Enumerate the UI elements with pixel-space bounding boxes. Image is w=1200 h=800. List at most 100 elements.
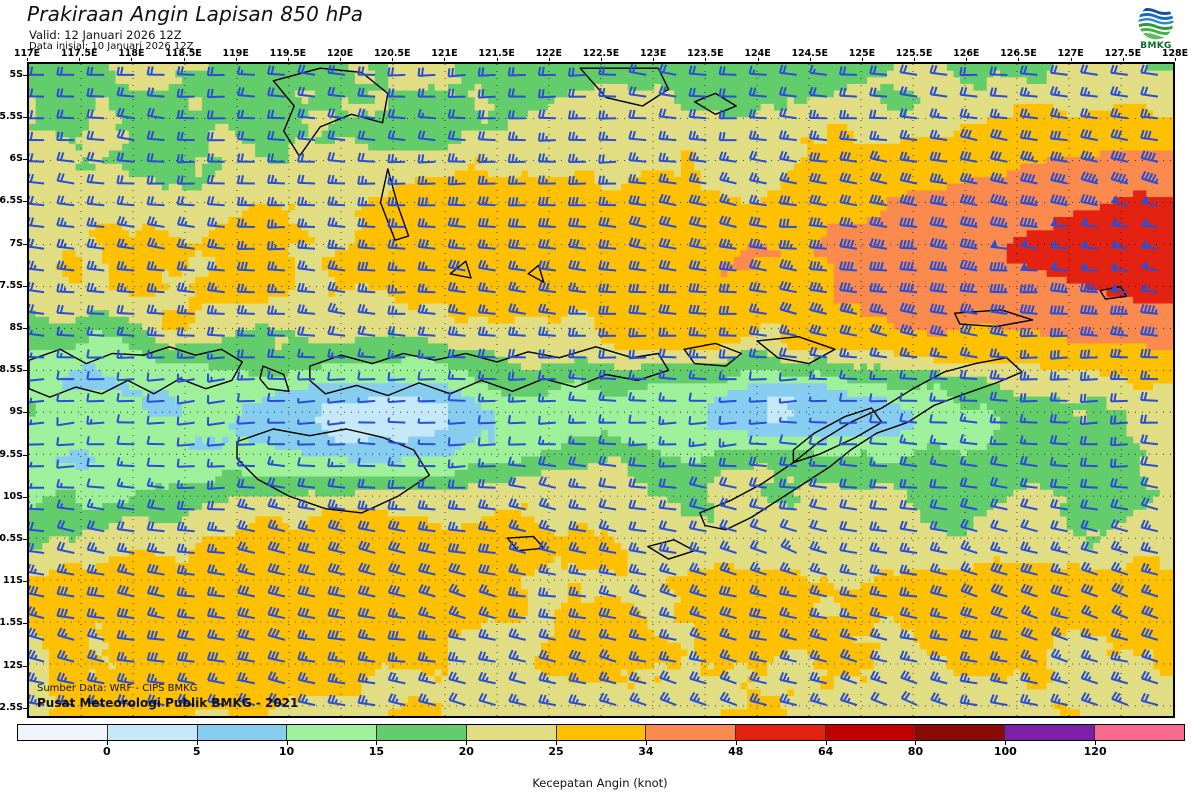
x-axis-tick-mark — [809, 58, 811, 61]
x-axis-tick-label: 125E — [849, 48, 875, 59]
x-axis-tick-mark — [183, 58, 185, 61]
y-axis-tick-mark — [23, 707, 27, 709]
x-axis-tick-mark — [653, 58, 655, 61]
x-axis-tick-mark — [235, 58, 237, 61]
x-axis-tick-label: 124.5E — [791, 48, 828, 59]
x-axis-tick-mark — [705, 58, 707, 61]
x-axis-tick-label: 119.5E — [270, 48, 307, 59]
colorbar-segment — [825, 725, 916, 740]
y-axis-tick-label: 12S — [3, 660, 23, 671]
y-axis-tick-mark — [23, 539, 27, 540]
y-axis-tick-label: 10S — [3, 491, 23, 502]
x-axis-tick-mark — [444, 58, 446, 61]
bmkg-logo-icon — [1137, 3, 1175, 41]
colorbar-tick-mark — [196, 741, 198, 745]
y-axis-tick-label: 8S — [10, 322, 23, 333]
wind-barbs — [29, 64, 1159, 707]
colorbar-tick-mark — [1005, 741, 1007, 745]
colorbar-tick-label: 120 — [1084, 745, 1107, 758]
colorbar-segment — [287, 725, 378, 740]
y-axis-tick-label: 5.5S — [0, 111, 23, 122]
y-axis-tick-mark — [23, 243, 27, 245]
colorbar-segment — [1005, 725, 1096, 740]
colorbar — [17, 724, 1185, 741]
x-axis-tick-label: 128E — [1162, 48, 1188, 59]
colorbar-segment — [646, 725, 737, 740]
x-axis-tick-mark — [757, 58, 759, 61]
colorbar-tick-mark — [915, 741, 917, 745]
x-axis-tick-mark — [1018, 58, 1020, 61]
colorbar-segment — [1095, 725, 1184, 740]
bmkg-logo-label: BMKG — [1130, 41, 1182, 51]
colorbar-tick-label: 80 — [908, 745, 923, 758]
colorbar-tick-label: 20 — [459, 745, 474, 758]
x-axis-tick-mark — [1122, 58, 1124, 61]
x-axis-tick-mark — [496, 58, 498, 61]
x-axis-tick-mark — [601, 58, 602, 61]
y-axis-tick-mark — [23, 74, 27, 76]
y-axis-tick-mark — [23, 159, 27, 161]
colorbar-tick-mark — [645, 741, 647, 745]
x-axis-tick-mark — [340, 58, 342, 61]
y-axis-tick-mark — [23, 496, 27, 498]
x-axis-tick-label: 121.5E — [478, 48, 515, 59]
y-axis-tick-label: 10.5S — [0, 533, 23, 544]
x-axis-tick-label: 123.5E — [687, 48, 724, 59]
colorbar-tick-mark — [106, 741, 108, 745]
y-axis-tick-label: 12.5S — [0, 702, 23, 713]
y-axis-tick-mark — [23, 581, 27, 583]
colorbar-tick-mark — [286, 741, 288, 745]
colorbar-tick-mark — [466, 741, 468, 745]
x-axis-tick-label: 117.5E — [61, 48, 98, 59]
colorbar-tick-label: 25 — [548, 745, 563, 758]
colorbar-tick-mark — [1095, 741, 1097, 745]
y-axis-tick-label: 11S — [3, 575, 23, 586]
x-axis-tick-label: 127E — [1057, 48, 1083, 59]
colorbar-segment — [736, 725, 826, 740]
x-axis-tick-label: 126E — [953, 48, 979, 59]
colorbar-tick-label: 10 — [279, 745, 294, 758]
x-axis-tick-mark — [966, 58, 968, 61]
colorbar-tick-mark — [825, 741, 827, 745]
colorbar-title: Kecepatan Angin (knot) — [0, 776, 1200, 790]
colorbar-tick-mark — [735, 741, 737, 745]
colorbar-tick-label: 15 — [369, 745, 384, 758]
initial-data-text: Data inisial: 10 Januari 2026 12Z — [29, 41, 193, 52]
x-axis-tick-mark — [287, 58, 289, 61]
y-axis-tick-label: 11.5S — [0, 617, 23, 628]
data-source-text: Sumber Data: WRF - CIPS BMKG — [37, 683, 197, 694]
y-axis-tick-label: 9S — [10, 406, 23, 417]
x-axis-tick-label: 121E — [431, 48, 457, 59]
x-axis-tick-mark — [548, 58, 550, 61]
colorbar-segment — [915, 725, 1006, 740]
x-axis-tick-mark — [1070, 58, 1072, 61]
x-axis-tick-label: 125.5E — [896, 48, 933, 59]
colorbar-segment — [107, 725, 198, 740]
colorbar-segment — [556, 725, 647, 740]
x-axis-tick-label: 122.5E — [583, 48, 620, 59]
colorbar-tick-label: 0 — [103, 745, 111, 758]
wind-field-canvas — [29, 64, 1173, 716]
x-axis-tick-label: 122E — [536, 48, 562, 59]
colorbar-segment — [197, 725, 288, 740]
x-axis-tick-mark — [914, 58, 916, 61]
colorbar-segment — [466, 725, 557, 740]
x-axis-tick-mark — [1175, 58, 1176, 61]
valid-time-text: Valid: 12 Januari 2026 12Z — [29, 28, 182, 42]
y-axis-tick-mark — [23, 116, 27, 118]
y-axis-tick-label: 6S — [10, 153, 23, 164]
x-axis-tick-label: 124E — [744, 48, 770, 59]
x-axis-tick-label: 120E — [327, 48, 353, 59]
y-axis-tick-mark — [23, 327, 27, 329]
colorbar-tick-mark — [376, 741, 378, 745]
colorbar-segment — [377, 725, 467, 740]
bmkg-logo: BMKG — [1130, 3, 1182, 55]
publisher-text: Pusat Meteorologi Publik BMKG - 2021 — [37, 696, 298, 710]
y-axis-tick-label: 7.5S — [0, 280, 23, 291]
x-axis-tick-label: 126.5E — [1000, 48, 1037, 59]
colorbar-tick-label: 34 — [638, 745, 653, 758]
bmkg-logo-circle — [1137, 3, 1175, 41]
x-axis-tick-label: 120.5E — [374, 48, 411, 59]
y-axis-tick-label: 7S — [10, 238, 23, 249]
colorbar-tick-mark — [556, 741, 558, 745]
